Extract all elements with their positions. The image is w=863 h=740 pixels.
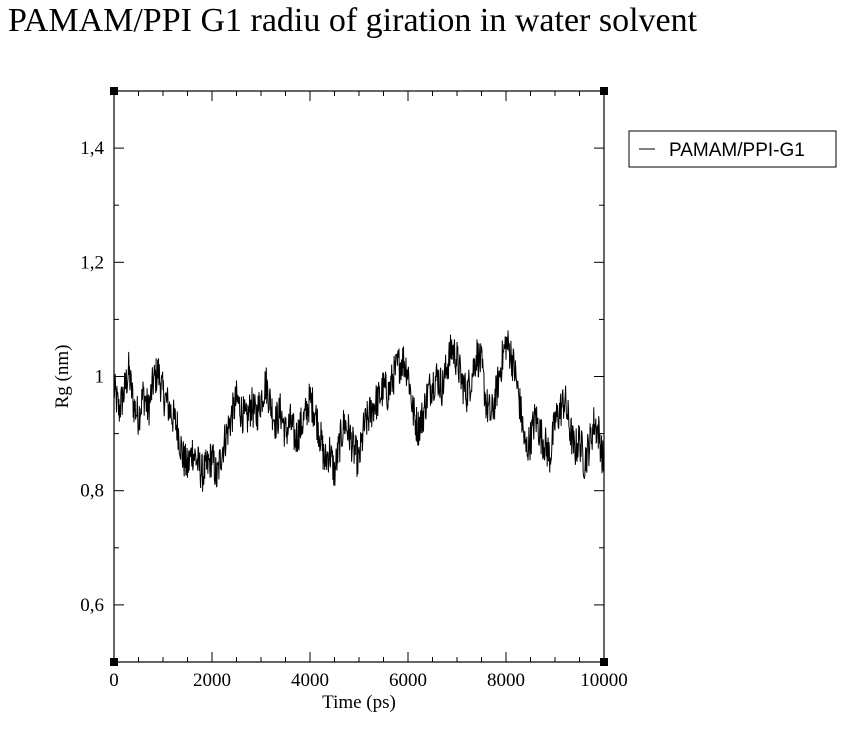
series-line: [113, 330, 605, 492]
y-tick-label: 1,2: [80, 252, 104, 273]
y-tick-label: 0,8: [80, 481, 104, 502]
y-tick-label: 0,6: [80, 595, 104, 616]
x-tick-label: 6000: [389, 670, 427, 691]
y-tick-label: 1,4: [80, 138, 104, 159]
plot-frame: [113, 90, 605, 663]
x-axis-label: Time (ps): [322, 692, 396, 713]
chart-title: PAMAM/PPI G1 radiu of giration in water …: [8, 2, 698, 39]
y-axis-label: Rg (nm): [52, 345, 73, 409]
legend-label: PAMAM/PPI-G1: [669, 140, 805, 161]
x-tick-label: 2000: [193, 670, 231, 691]
x-tick-label: 8000: [487, 670, 525, 691]
legend-box: [628, 130, 837, 168]
x-tick-label: 0: [109, 670, 119, 691]
y-tick-label: 1: [95, 367, 105, 388]
x-tick-label: 4000: [291, 670, 329, 691]
x-tick-label: 10000: [580, 670, 628, 691]
